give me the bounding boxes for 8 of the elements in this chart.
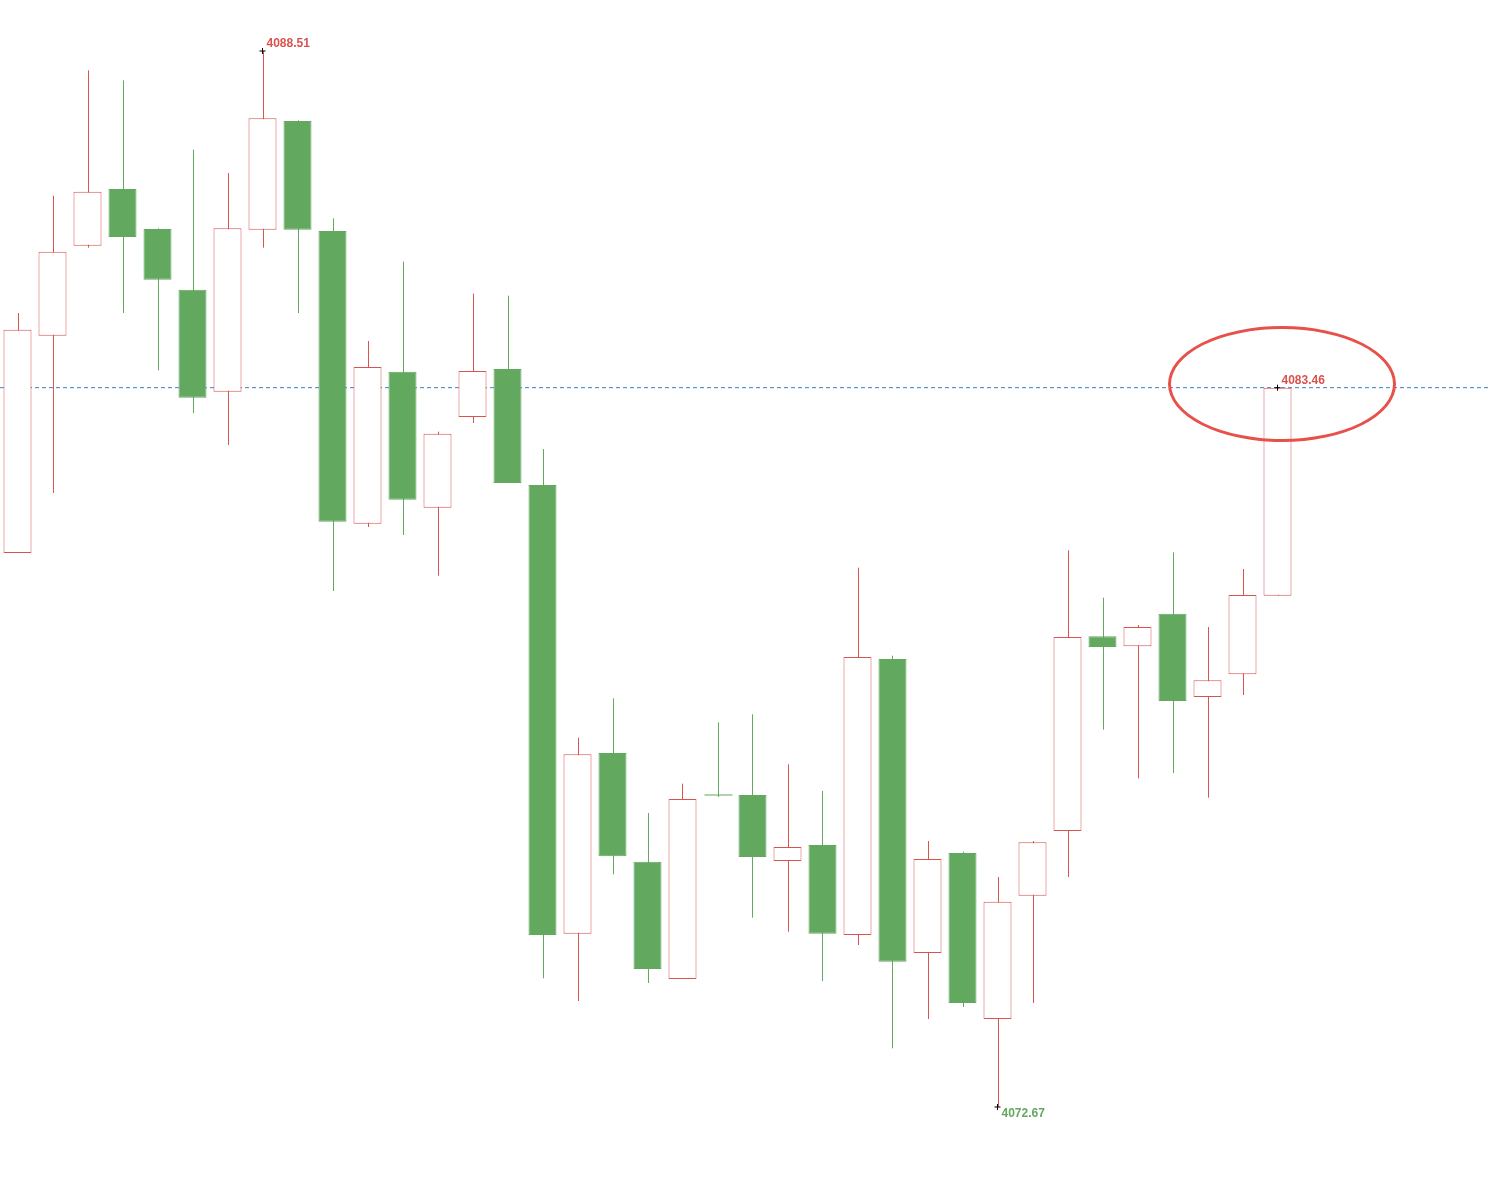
annotation: 4072.67 bbox=[1001, 1106, 1046, 1121]
candlestick bbox=[1088, 597, 1117, 731]
candlestick bbox=[704, 721, 733, 798]
ref-line-label: 4083.46 bbox=[1281, 372, 1326, 387]
text: 4088.51 bbox=[266, 36, 311, 51]
candlestick bbox=[1193, 626, 1222, 799]
candlestick bbox=[1123, 624, 1152, 779]
candlestick bbox=[773, 763, 802, 933]
